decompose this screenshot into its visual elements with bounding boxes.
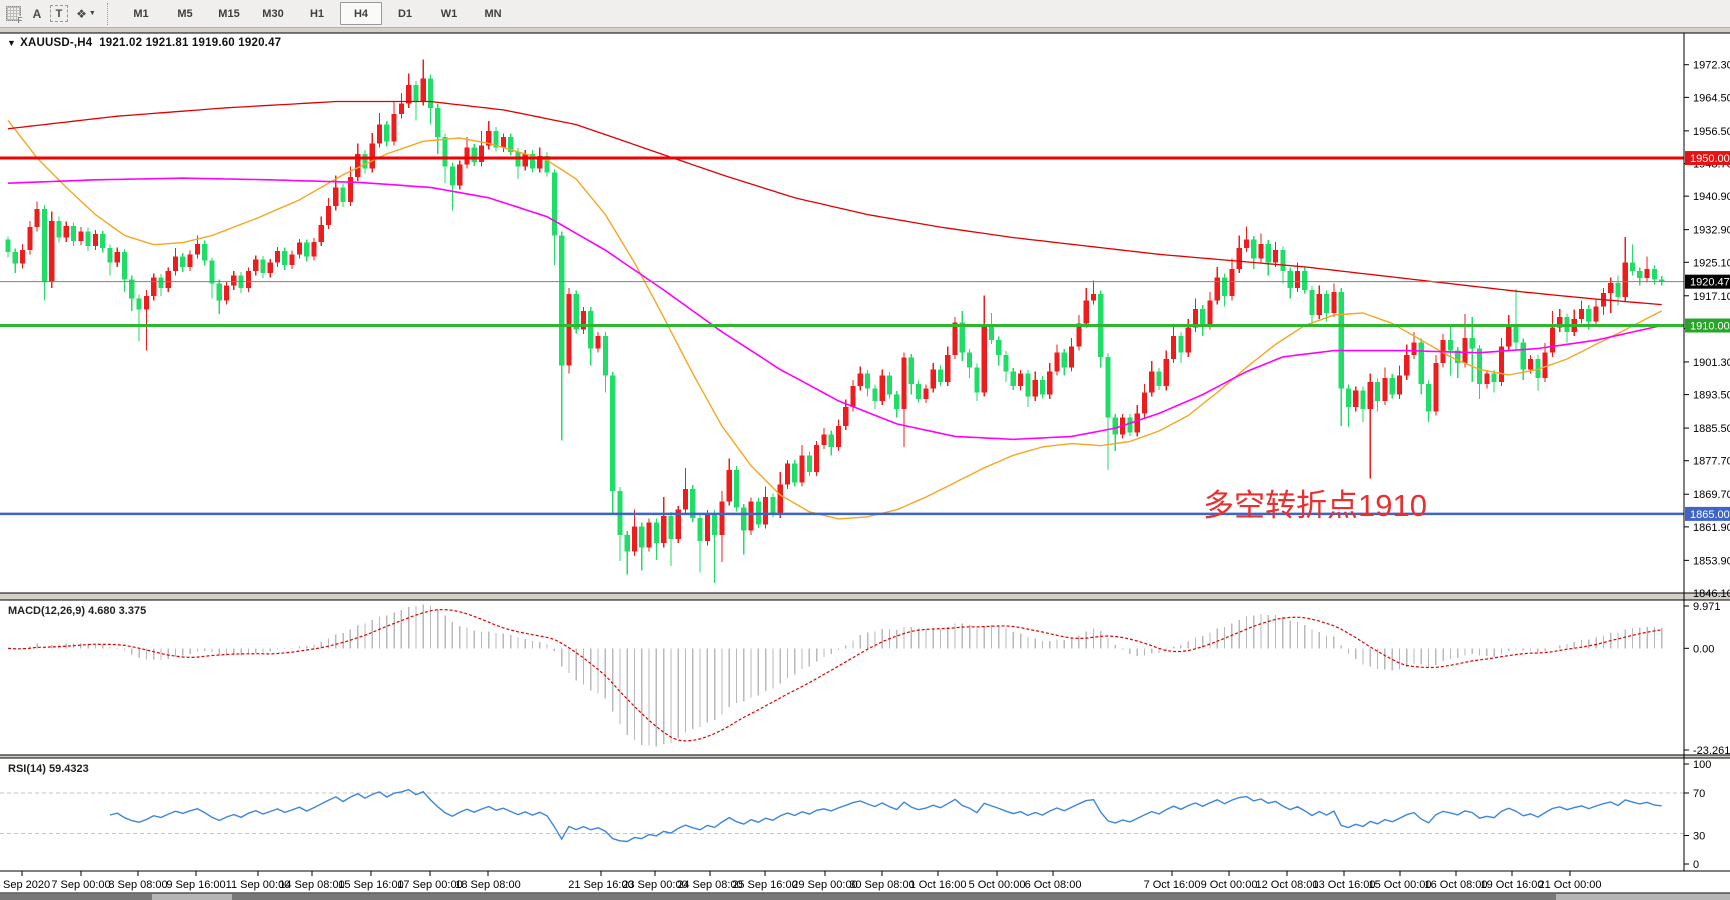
svg-text:1917.10: 1917.10 [1693, 291, 1730, 303]
macd-histogram [14, 604, 1663, 747]
annotation-text[interactable]: 多空转折点1910 [1203, 488, 1427, 523]
shapes-icon[interactable]: ❖ ▼ [76, 6, 96, 21]
svg-text:1901.30: 1901.30 [1693, 357, 1730, 369]
chart-title: ▼ XAUUSD-,H4 1921.02 1921.81 1919.60 1920… [7, 37, 281, 49]
timeframe-M15[interactable]: M15 [218, 7, 240, 20]
svg-text:0.00: 0.00 [1693, 643, 1714, 655]
toolbar-separator [107, 2, 114, 25]
svg-text:9.971: 9.971 [1693, 601, 1721, 613]
svg-text:11 Sep 00:00: 11 Sep 00:00 [226, 879, 291, 891]
svg-text:1 Oct 16:00: 1 Oct 16:00 [910, 879, 967, 891]
timeframe-D1[interactable]: D1 [397, 7, 413, 20]
text-box-icon[interactable]: T [50, 5, 68, 22]
svg-text:1893.50: 1893.50 [1693, 390, 1730, 402]
svg-text:1956.50: 1956.50 [1693, 126, 1730, 138]
macd-indicator-label: MACD(12,26,9) 4.680 3.375 [8, 605, 147, 617]
svg-text:23 Sep 00:00: 23 Sep 00:00 [622, 879, 687, 891]
symbol-period-label: XAUUSD-,H4 [20, 37, 93, 49]
svg-text:-23.261: -23.261 [1693, 745, 1730, 757]
ma-mid-magenta-line [7, 177, 1662, 441]
svg-text:1940.90: 1940.90 [1693, 191, 1730, 203]
svg-text:5 Oct 00:00: 5 Oct 00:00 [969, 879, 1026, 891]
svg-text:21 Oct 00:00: 21 Oct 00:00 [1539, 879, 1602, 891]
symbol-dropdown-icon[interactable]: ▼ [7, 38, 17, 48]
svg-text:3 Sep 2020: 3 Sep 2020 [0, 879, 50, 891]
timeframe-M1[interactable]: M1 [133, 7, 149, 20]
svg-text:1869.70: 1869.70 [1693, 489, 1730, 501]
svg-text:13 Oct 16:00: 13 Oct 16:00 [1313, 879, 1376, 891]
price-badge-1865.00: 1865.00 [1685, 506, 1730, 521]
svg-text:1920.47: 1920.47 [1690, 277, 1730, 289]
svg-text:16 Oct 08:00: 16 Oct 08:00 [1425, 879, 1488, 891]
svg-text:1861.90: 1861.90 [1693, 522, 1730, 534]
rsi-axis: 100 70 30 0 [1684, 759, 1711, 871]
svg-text:1925.10: 1925.10 [1693, 257, 1730, 269]
svg-text:21 Sep 16:00: 21 Sep 16:00 [568, 879, 633, 891]
ma-slow-red-line [7, 100, 1662, 306]
timeframe-buttons: M1 M5 M15 M30 H1 H4 D1 W1 MN [119, 2, 515, 25]
timeframe-M5[interactable]: M5 [177, 7, 193, 20]
svg-text:29 Sep 00:00: 29 Sep 00:00 [792, 879, 857, 891]
svg-text:19 Oct 16:00: 19 Oct 16:00 [1481, 879, 1544, 891]
svg-text:1846.10: 1846.10 [1693, 588, 1730, 600]
text-label-icon[interactable]: A [32, 6, 42, 21]
chart-properties-icon[interactable]: F [2, 4, 24, 25]
svg-text:30 Sep 08:00: 30 Sep 08:00 [849, 879, 914, 891]
svg-text:1950.00: 1950.00 [1690, 153, 1730, 165]
svg-text:7 Oct 16:00: 7 Oct 16:00 [1144, 879, 1201, 891]
timeframe-W1[interactable]: W1 [440, 7, 458, 20]
svg-text:14 Sep 08:00: 14 Sep 08:00 [279, 879, 344, 891]
svg-text:7 Sep 00:00: 7 Sep 00:00 [51, 879, 110, 891]
svg-text:1877.70: 1877.70 [1693, 456, 1730, 468]
dropdown-caret-icon[interactable]: ▼ [88, 10, 96, 17]
svg-text:1853.90: 1853.90 [1693, 555, 1730, 567]
price-badge-1920.47: 1920.47 [1685, 274, 1730, 289]
timeframe-M30[interactable]: M30 [262, 7, 284, 20]
candles-layer [5, 59, 1665, 583]
svg-text:17 Sep 00:00: 17 Sep 00:00 [397, 879, 462, 891]
svg-text:0: 0 [1693, 859, 1699, 871]
svg-text:1865.00: 1865.00 [1690, 509, 1730, 521]
price-badge-1950.00: 1950.00 [1685, 151, 1730, 166]
macd-axis: 9.971 0.00 -23.261 [1684, 601, 1730, 757]
toolbar: F A T ❖ ▼ M1 M5 M15 M30 H1 H4 D1 W1 MN [0, 0, 1730, 28]
svg-text:18 Sep 08:00: 18 Sep 08:00 [455, 879, 520, 891]
svg-text:1972.30: 1972.30 [1693, 60, 1730, 72]
price-chart-canvas[interactable]: 1972.301964.501956.501948.701940.901932.… [0, 28, 1730, 900]
price-badge-1910.00: 1910.00 [1685, 318, 1730, 333]
ma-fast-orange-line [7, 119, 1663, 520]
ohlc-values: 1921.02 1921.81 1919.60 1920.47 [99, 37, 282, 49]
macd-signal-line [7, 608, 1662, 742]
svg-text:12 Oct 08:00: 12 Oct 08:00 [1256, 879, 1319, 891]
svg-text:24 Sep 08:00: 24 Sep 08:00 [677, 879, 742, 891]
svg-text:25 Sep 16:00: 25 Sep 16:00 [732, 879, 797, 891]
bottom-scroll-strip[interactable] [0, 894, 1730, 900]
timeframe-H1[interactable]: H1 [309, 7, 325, 20]
svg-text:15 Oct 00:00: 15 Oct 00:00 [1369, 879, 1432, 891]
rsi-indicator-label: RSI(14) 59.4323 [8, 763, 89, 775]
svg-text:1885.50: 1885.50 [1693, 423, 1730, 435]
svg-text:70: 70 [1693, 788, 1705, 800]
svg-text:1932.90: 1932.90 [1693, 225, 1730, 237]
svg-text:9 Oct 00:00: 9 Oct 00:00 [1201, 879, 1258, 891]
svg-text:1964.50: 1964.50 [1693, 92, 1730, 104]
svg-text:15 Sep 16:00: 15 Sep 16:00 [338, 879, 403, 891]
svg-text:30: 30 [1693, 831, 1705, 843]
chart-window[interactable]: 1972.301964.501956.501948.701940.901932.… [0, 28, 1730, 900]
svg-text:9 Sep 16:00: 9 Sep 16:00 [166, 879, 225, 891]
svg-text:100: 100 [1693, 759, 1711, 771]
svg-text:1910.00: 1910.00 [1690, 321, 1730, 333]
timeframe-MN[interactable]: MN [484, 7, 502, 20]
timeframe-H4[interactable]: H4 [340, 2, 382, 25]
svg-text:6 Oct 08:00: 6 Oct 08:00 [1025, 879, 1082, 891]
rsi-line [109, 788, 1662, 843]
svg-text:8 Sep 08:00: 8 Sep 08:00 [108, 879, 167, 891]
